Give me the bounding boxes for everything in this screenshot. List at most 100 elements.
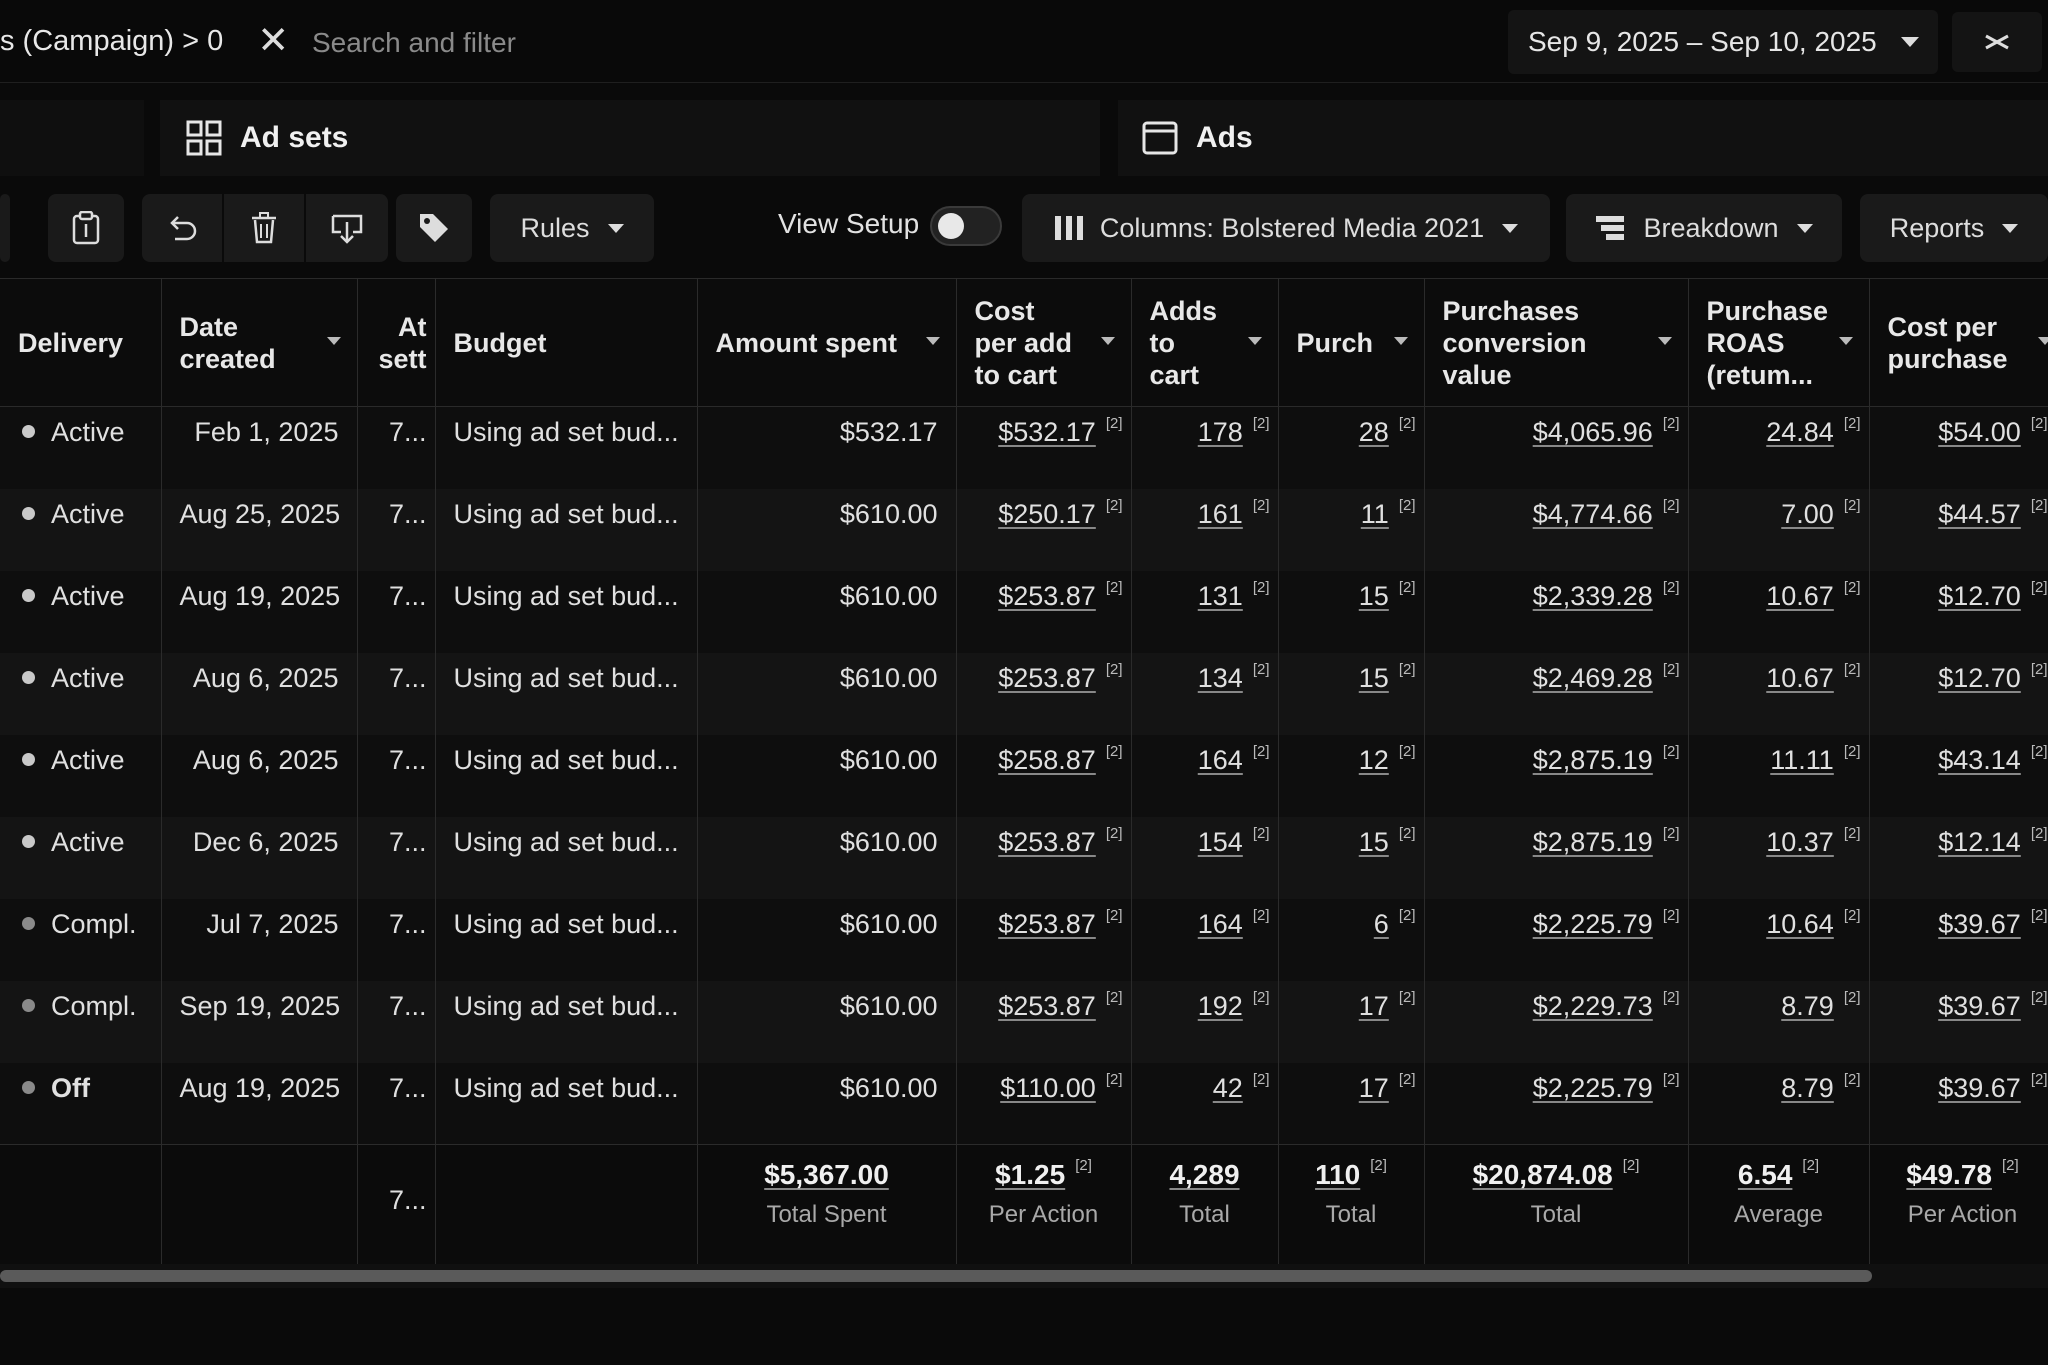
roas-value[interactable]: 10.67 [1766, 662, 1834, 693]
filter-chip[interactable]: s (Campaign) > 0 ✕ [0, 18, 289, 64]
purchases-cell[interactable]: 11 [2] [1278, 488, 1425, 571]
col-header-purchases[interactable]: Purch [1278, 278, 1425, 407]
cost-per-add-cell[interactable]: $250.17 [2] [956, 488, 1132, 571]
roas-cell[interactable]: 24.84 [2] [1688, 406, 1870, 489]
adds-to-cart-value[interactable]: 164 [1197, 744, 1243, 775]
col-header-date-created[interactable]: Date created [161, 278, 358, 407]
conversion-value-cell[interactable]: $2,469.28 [2] [1424, 652, 1689, 735]
conversion-value-value[interactable]: $2,339.28 [1532, 580, 1653, 611]
conversion-value-cell[interactable]: $2,225.79 [2] [1424, 1062, 1689, 1145]
roas-value[interactable]: 10.64 [1766, 908, 1834, 939]
purchases-value[interactable]: 15 [1358, 580, 1389, 611]
col-header-adds-to-cart[interactable]: Adds to cart [1131, 278, 1279, 407]
cost-per-add-cell[interactable]: $258.87 [2] [956, 734, 1132, 817]
collapse-button[interactable] [1952, 12, 2042, 72]
table-row[interactable]: Active Dec 6, 2025 7... Using ad set bud...… [0, 816, 2048, 899]
purchases-cell[interactable]: 17 [2] [1278, 1062, 1425, 1145]
total-value[interactable]: 6.54 [1737, 1159, 1793, 1190]
col-header-purchases-conversion-value[interactable]: Purchases conversion value [1424, 278, 1689, 407]
table-row[interactable]: Compl. Jul 7, 2025 7... Using ad set bud...… [0, 898, 2048, 981]
purchases-cell[interactable]: 17 [2] [1278, 980, 1425, 1063]
cost-per-purchase-cell[interactable]: $12.70 [2] [1869, 570, 2048, 653]
cost-per-purchase-value[interactable]: $12.70 [1938, 662, 2021, 693]
delete-button[interactable] [224, 194, 304, 262]
adds-to-cart-value[interactable]: 178 [1197, 417, 1243, 447]
cost-per-add-cell[interactable]: $253.87 [2] [956, 652, 1132, 735]
adds-to-cart-value[interactable]: 161 [1197, 498, 1243, 529]
col-header-amount-spent[interactable]: Amount spent [697, 278, 957, 407]
cost-per-add-value[interactable]: $110.00 [1000, 1072, 1096, 1103]
adds-to-cart-value[interactable]: 154 [1197, 826, 1243, 857]
conversion-value-value[interactable]: $4,065.96 [1532, 417, 1653, 447]
conversion-value-value[interactable]: $2,225.79 [1532, 908, 1653, 939]
export-button[interactable] [306, 194, 388, 262]
cost-per-purchase-value[interactable]: $39.67 [1938, 990, 2021, 1021]
adds-to-cart-cell[interactable]: 164 [2] [1131, 898, 1279, 981]
cost-per-add-cell[interactable]: $253.87 [2] [956, 980, 1132, 1063]
cost-per-purchase-cell[interactable]: $39.67 [2] [1869, 1062, 2048, 1145]
purchases-cell[interactable]: 6 [2] [1278, 898, 1425, 981]
table-row[interactable]: Active Aug 6, 2025 7... Using ad set bud...… [0, 734, 2048, 817]
total-value[interactable]: $49.78 [1906, 1159, 1992, 1190]
col-header-purchase-roas[interactable]: Purchase ROAS (retum... [1688, 278, 1870, 407]
adds-to-cart-cell[interactable]: 161 [2] [1131, 488, 1279, 571]
roas-value[interactable]: 7.00 [1781, 498, 1834, 529]
cost-per-add-value[interactable]: $532.17 [998, 417, 1096, 447]
total-value[interactable]: $20,874.08 [1472, 1159, 1613, 1190]
cost-per-add-value[interactable]: $253.87 [998, 580, 1096, 611]
cost-per-purchase-cell[interactable]: $44.57 [2] [1869, 488, 2048, 571]
purchases-value[interactable]: 17 [1358, 990, 1389, 1021]
table-row[interactable]: Active Aug 6, 2025 7... Using ad set bud...… [0, 652, 2048, 735]
cost-per-purchase-cell[interactable]: $39.67 [2] [1869, 980, 2048, 1063]
cost-per-purchase-value[interactable]: $12.70 [1938, 580, 2021, 611]
columns-dropdown[interactable]: Columns: Bolstered Media 2021 [1022, 194, 1550, 262]
table-row[interactable]: Active Feb 1, 2025 7... Using ad set bud...… [0, 406, 2048, 489]
conversion-value-value[interactable]: $2,229.73 [1532, 990, 1653, 1021]
roas-cell[interactable]: 7.00 [2] [1688, 488, 1870, 571]
purchases-value[interactable]: 11 [1360, 498, 1389, 529]
cost-per-purchase-cell[interactable]: $39.67 [2] [1869, 898, 2048, 981]
roas-cell[interactable]: 10.67 [2] [1688, 652, 1870, 735]
total-value[interactable]: $1.25 [995, 1159, 1066, 1190]
cost-per-purchase-cell[interactable]: $12.70 [2] [1869, 652, 2048, 735]
conversion-value-cell[interactable]: $4,774.66 [2] [1424, 488, 1689, 571]
roas-value[interactable]: 8.79 [1781, 1072, 1834, 1103]
cost-per-add-value[interactable]: $253.87 [998, 826, 1096, 857]
duplicate-button[interactable] [48, 194, 124, 262]
adds-to-cart-cell[interactable]: 134 [2] [1131, 652, 1279, 735]
adds-to-cart-cell[interactable]: 192 [2] [1131, 980, 1279, 1063]
purchases-value[interactable]: 17 [1358, 1072, 1389, 1103]
table-row[interactable]: Compl. Sep 19, 2025 7... Using ad set bud..… [0, 980, 2048, 1063]
conversion-value-cell[interactable]: $2,339.28 [2] [1424, 570, 1689, 653]
horizontal-scrollbar-thumb[interactable] [0, 1270, 1872, 1282]
cost-per-add-cell[interactable]: $532.17 [2] [956, 406, 1132, 489]
roas-value[interactable]: 24.84 [1766, 417, 1834, 447]
purchases-cell[interactable]: 15 [2] [1278, 570, 1425, 653]
toolbar-partial-button[interactable] [0, 194, 10, 262]
cost-per-add-value[interactable]: $253.87 [998, 990, 1096, 1021]
adds-to-cart-cell[interactable]: 154 [2] [1131, 816, 1279, 899]
roas-cell[interactable]: 10.64 [2] [1688, 898, 1870, 981]
conversion-value-cell[interactable]: $2,229.73 [2] [1424, 980, 1689, 1063]
reports-dropdown[interactable]: Reports [1860, 194, 2048, 262]
tag-button[interactable] [396, 194, 472, 262]
conversion-value-value[interactable]: $4,774.66 [1532, 498, 1653, 529]
adds-to-cart-value[interactable]: 42 [1212, 1072, 1243, 1103]
conversion-value-cell[interactable]: $4,065.96 [2] [1424, 406, 1689, 489]
conversion-value-cell[interactable]: $2,225.79 [2] [1424, 898, 1689, 981]
date-range-picker[interactable]: Sep 9, 2025 – Sep 10, 2025 [1508, 10, 1938, 74]
adds-to-cart-cell[interactable]: 42 [2] [1131, 1062, 1279, 1145]
col-header-delivery[interactable]: Delivery [0, 278, 162, 407]
conversion-value-value[interactable]: $2,469.28 [1532, 662, 1653, 693]
rules-dropdown[interactable]: Rules [490, 194, 654, 262]
cost-per-add-value[interactable]: $253.87 [998, 662, 1096, 693]
col-header-attribution[interactable]: At sett [357, 278, 436, 407]
cost-per-add-value[interactable]: $250.17 [998, 498, 1096, 529]
purchases-value[interactable]: 28 [1358, 417, 1389, 447]
adds-to-cart-value[interactable]: 131 [1197, 580, 1243, 611]
roas-value[interactable]: 8.79 [1781, 990, 1834, 1021]
roas-cell[interactable]: 8.79 [2] [1688, 980, 1870, 1063]
cost-per-purchase-value[interactable]: $39.67 [1938, 1072, 2021, 1103]
tab-campaigns[interactable] [0, 100, 144, 176]
roas-cell[interactable]: 8.79 [2] [1688, 1062, 1870, 1145]
